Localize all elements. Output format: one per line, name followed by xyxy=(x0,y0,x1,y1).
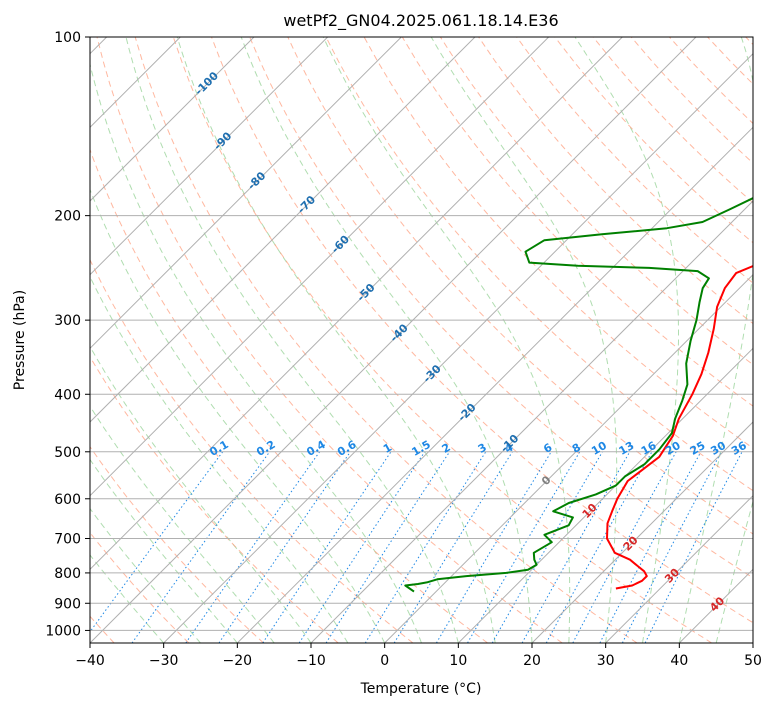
y-tick-label: 500 xyxy=(54,445,81,461)
x-axis-ticks: −40 −30 −20 −10 0 10 20 30 40 50 xyxy=(75,643,762,669)
x-tick-label: 20 xyxy=(523,653,541,669)
moist-adiabat-line xyxy=(176,37,496,643)
y-tick-label: 100 xyxy=(54,30,81,46)
moist-adiabat-line xyxy=(90,458,238,643)
y-tick-label: 600 xyxy=(54,492,81,508)
y-tick-label: 300 xyxy=(54,313,81,329)
moist-adiabat-line xyxy=(90,275,349,643)
dry-adiabat-line xyxy=(96,37,563,643)
dry-adiabat-line xyxy=(325,37,753,492)
isotherm-line xyxy=(310,200,753,643)
mixing-ratio-line xyxy=(218,451,351,643)
skewed-isotherms xyxy=(90,37,753,643)
x-tick-label: −30 xyxy=(149,653,179,669)
mixing-ratio-line xyxy=(572,451,677,643)
moist-adiabat-line xyxy=(678,37,753,643)
moist-adiabats xyxy=(90,37,753,643)
isotherm-line xyxy=(90,37,623,571)
y-axis-label: Pressure (hPa) xyxy=(12,290,28,390)
y-tick-label: 900 xyxy=(54,596,81,612)
mixing-ratio-line xyxy=(131,451,271,643)
mixing-ratio-line xyxy=(325,451,451,643)
moist-adiabat-line xyxy=(90,507,201,643)
mixing-ratio-line xyxy=(298,451,426,643)
dry-adiabat-line xyxy=(90,445,264,643)
mixing-ratio-line xyxy=(262,451,392,643)
y-tick-label: 700 xyxy=(54,532,81,548)
isotherm-line xyxy=(90,37,697,643)
isotherm-line xyxy=(236,126,753,643)
moist-adiabat-line xyxy=(240,37,533,643)
isotherm-line xyxy=(605,494,753,643)
moist-adiabat-line xyxy=(715,499,753,643)
isotherm-line xyxy=(90,37,550,497)
moist-adiabat-line xyxy=(322,37,571,643)
x-tick-label: 10 xyxy=(449,653,467,669)
x-tick-label: 30 xyxy=(597,653,615,669)
isotherm-line xyxy=(90,37,255,202)
isotherm-line xyxy=(90,37,402,350)
pressure-gridlines xyxy=(90,215,753,631)
dry-adiabat-line xyxy=(134,37,638,643)
mixing-ratio-line xyxy=(599,451,702,643)
y-tick-label: 1000 xyxy=(45,623,81,639)
dry-adiabat-line xyxy=(90,355,339,643)
moist-adiabat-line xyxy=(125,37,459,643)
mixing-ratio-line xyxy=(435,451,552,643)
x-tick-label: 0 xyxy=(380,653,389,669)
moist-adiabat-line xyxy=(430,37,618,643)
moist-adiabat-line xyxy=(574,37,679,643)
y-tick-label: 400 xyxy=(54,387,81,403)
plot-area: 0.1 0.2 0.4 0.6 1 1.5 2 3 4 6 8 10 13 16 20 25 30 36-100-… xyxy=(90,37,753,643)
y-axis-ticks: 100 200 300 400 500 600 700 800 900 1000 xyxy=(45,30,90,639)
moist-adiabat-line xyxy=(90,554,165,643)
isotherm-line xyxy=(90,37,329,276)
x-tick-label: −40 xyxy=(75,653,105,669)
mixing-ratio-line xyxy=(521,451,631,643)
dry-adiabat-line xyxy=(90,258,414,643)
mixing-ratio-line xyxy=(644,451,743,643)
isotherm-line xyxy=(531,421,753,643)
mixing-ratio-line xyxy=(90,451,224,633)
dewpoint-profile-line xyxy=(404,197,753,593)
mixing-ratio-line xyxy=(545,451,653,643)
moist-adiabat-line xyxy=(90,188,386,643)
y-tick-label: 800 xyxy=(54,566,81,582)
isotherm-line xyxy=(384,273,753,643)
dry-adiabat-line xyxy=(172,37,712,643)
plot-frame xyxy=(89,36,754,644)
mixing-ratio-line xyxy=(185,451,321,643)
dry-adiabat-line xyxy=(516,37,753,284)
dry-adiabat-line xyxy=(211,37,753,624)
chart-title: wetPf2_GN04.2025.061.18.14.E36 xyxy=(283,11,558,31)
isotherm-line xyxy=(163,52,753,643)
sounding-series xyxy=(404,197,753,593)
x-tick-label: 50 xyxy=(744,653,762,669)
isotherm-line xyxy=(457,347,753,643)
x-tick-label: 40 xyxy=(670,653,688,669)
x-tick-label: −10 xyxy=(296,653,326,669)
mixing-ratio-line xyxy=(364,451,487,643)
x-tick-label: −20 xyxy=(223,653,253,669)
moist-adiabat-line xyxy=(90,62,422,643)
y-tick-label: 200 xyxy=(54,209,81,225)
isotherm-line xyxy=(90,37,476,423)
dry-adiabat-line xyxy=(287,37,753,535)
temperature-profile-line xyxy=(606,265,753,590)
x-axis-label: Temperature (°C) xyxy=(360,681,482,697)
mixing-ratio-lines xyxy=(90,451,743,643)
